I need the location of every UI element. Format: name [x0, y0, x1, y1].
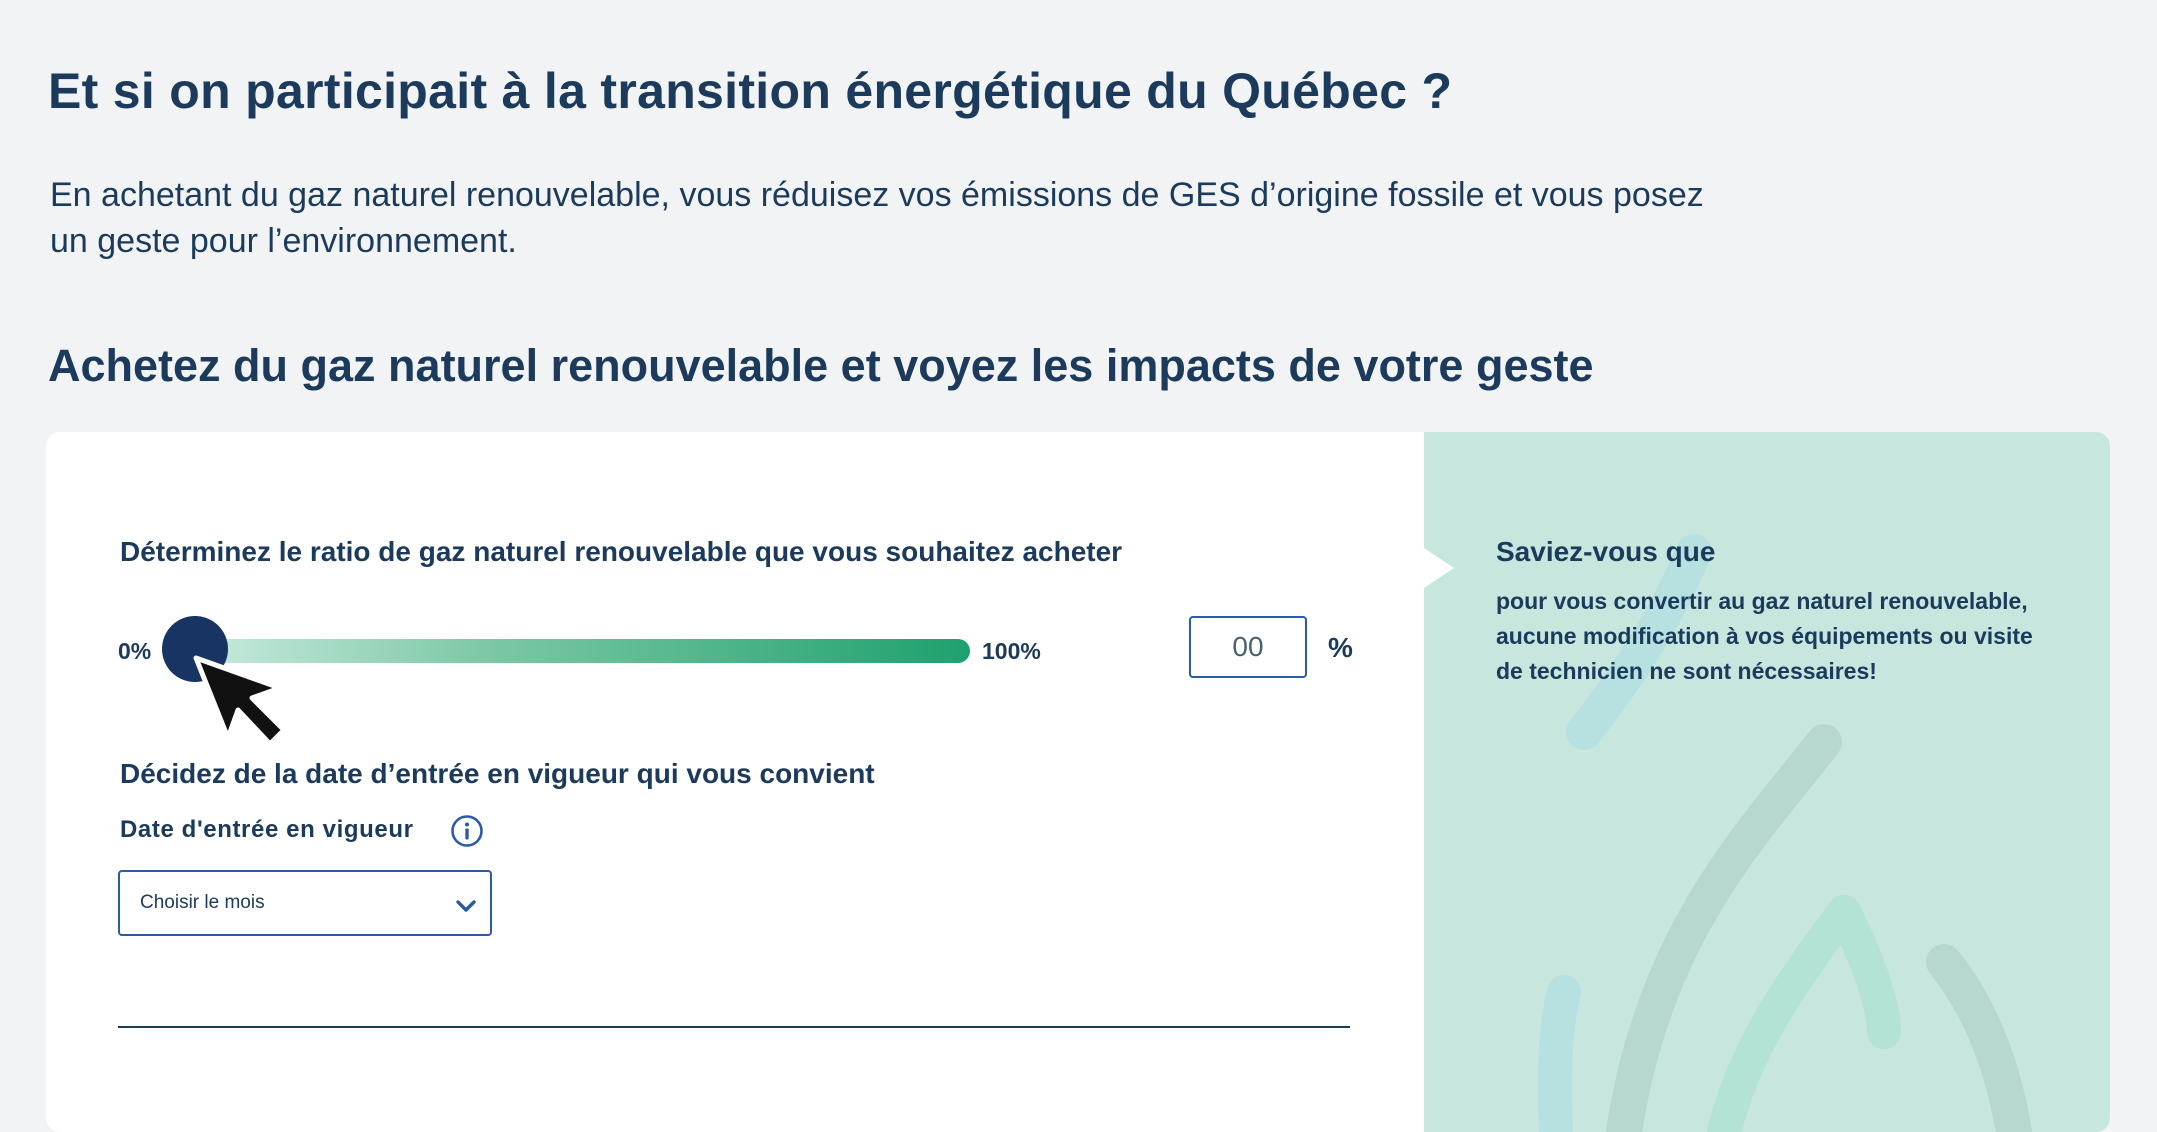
- slider-min-label: 0%: [118, 638, 152, 664]
- slider-max-label: 100%: [982, 638, 1041, 664]
- tip-body: pour vous convertir au gaz naturel renou…: [1496, 588, 2033, 684]
- ratio-label: Déterminez le ratio de gaz naturel renou…: [120, 536, 1123, 567]
- section-divider: [118, 1026, 1350, 1028]
- page-title: Et si on participait à la transition éne…: [48, 63, 1453, 119]
- simulator-card: Déterminez le ratio de gaz naturel renou…: [46, 432, 2110, 1132]
- intro-text: En achetant du gaz naturel renouvelable,…: [50, 176, 1704, 260]
- simulator-form: Déterminez le ratio de gaz naturel renou…: [46, 432, 1424, 1132]
- date-heading: Décidez de la date d’entrée en vigueur q…: [120, 758, 875, 789]
- tip-panel: Saviez-vous que pour vous convertir au g…: [1424, 432, 2110, 1132]
- chevron-down-icon: [456, 900, 476, 912]
- cursor-arrow-icon: [193, 655, 287, 747]
- ratio-slider-track[interactable]: [170, 639, 970, 663]
- ratio-percent-input[interactable]: [1189, 616, 1307, 678]
- info-icon[interactable]: [450, 814, 484, 848]
- date-field-label: Date d'entrée en vigueur: [120, 816, 414, 843]
- tip-title: Saviez-vous que: [1496, 536, 1716, 567]
- percent-sign: %: [1328, 632, 1353, 663]
- month-select-value: Choisir le mois: [140, 892, 265, 913]
- section-title: Achetez du gaz naturel renouvelable et v…: [48, 340, 1594, 391]
- panel-notch: [1424, 548, 1454, 588]
- month-select[interactable]: Choisir le mois: [118, 870, 492, 936]
